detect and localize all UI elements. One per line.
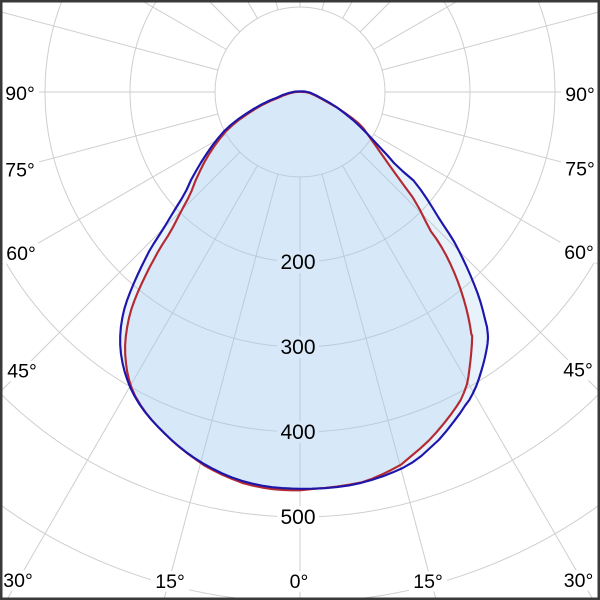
svg-text:30°: 30° <box>564 570 594 592</box>
svg-text:400: 400 <box>280 421 315 444</box>
svg-text:30°: 30° <box>3 570 33 592</box>
svg-text:0°: 0° <box>290 571 309 593</box>
svg-text:60°: 60° <box>6 243 36 265</box>
svg-text:45°: 45° <box>7 361 37 383</box>
svg-text:60°: 60° <box>564 242 594 264</box>
svg-text:500: 500 <box>280 506 315 529</box>
svg-text:45°: 45° <box>563 360 593 382</box>
svg-text:300: 300 <box>280 336 315 359</box>
svg-text:200: 200 <box>280 251 315 274</box>
svg-text:15°: 15° <box>413 571 443 593</box>
svg-text:15°: 15° <box>155 571 185 593</box>
svg-text:75°: 75° <box>565 159 595 181</box>
svg-text:75°: 75° <box>5 160 35 182</box>
svg-text:90°: 90° <box>5 83 35 105</box>
svg-text:90°: 90° <box>565 84 595 106</box>
